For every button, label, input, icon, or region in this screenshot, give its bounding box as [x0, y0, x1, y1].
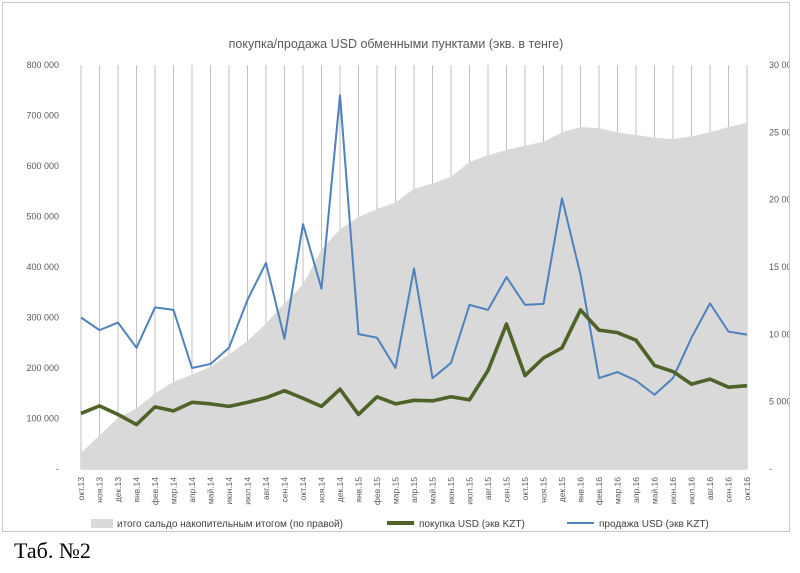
y-left-tick-label: 100 000: [26, 414, 59, 424]
x-tick-label: апр.14: [187, 477, 197, 503]
x-tick-label: мар.15: [391, 477, 401, 504]
y-right-tick-label: 5 000: [769, 397, 789, 407]
y-right-tick-label: -: [769, 464, 772, 474]
y-right-tick-label: 20 000: [769, 195, 789, 205]
x-tick-label: июн.16: [668, 477, 678, 505]
x-tick-label: май.14: [206, 477, 216, 504]
y-left-tick-label: 800 000: [26, 60, 59, 70]
x-tick-label: ноя.15: [539, 477, 549, 503]
x-tick-label: фев.14: [150, 477, 160, 505]
y-left-tick-label: 500 000: [26, 212, 59, 222]
series-buy-usd-line: [80, 308, 748, 427]
x-tick-label: окт.14: [298, 477, 308, 501]
y-right-tick-label: 25 000: [769, 127, 789, 137]
x-tick-label: окт.13: [76, 477, 86, 501]
x-tick-label: дек.13: [113, 477, 123, 502]
x-tick-label: мар.16: [613, 477, 623, 504]
x-tick-label: авг.14: [261, 477, 271, 500]
chart-title: покупка/продажа USD обменными пунктами (…: [229, 37, 564, 51]
y-left-tick-label: 700 000: [26, 111, 59, 121]
series-cumulative-balance-area: [81, 122, 747, 469]
x-tick-label: ноя.14: [317, 477, 327, 503]
x-tick-label: сен.15: [502, 477, 512, 503]
x-tick-label: апр.16: [631, 477, 641, 503]
x-tick-label: янв.15: [354, 477, 364, 503]
y-left-tick-label: 300 000: [26, 313, 59, 323]
x-tick-label: авг.16: [705, 477, 715, 500]
legend-area-swatch: [91, 519, 113, 528]
x-tick-label: июн.15: [446, 477, 456, 505]
y-left-tick-label: 600 000: [26, 161, 59, 171]
x-tick-label: авг.15: [483, 477, 493, 500]
x-tick-label: фев.16: [594, 477, 604, 505]
table-caption: Таб. №2: [14, 538, 91, 563]
y-right-tick-label: 30 000: [769, 60, 789, 70]
legend-buy-label: покупка USD (экв KZT): [419, 519, 525, 530]
x-tick-label: дек.15: [557, 477, 567, 502]
x-tick-label: май.16: [650, 477, 660, 504]
legend-sell-label: продажа USD (экв KZT): [599, 519, 709, 530]
x-tick-label: сен.14: [280, 477, 290, 503]
x-tick-label: окт.15: [520, 477, 530, 501]
x-tick-label: янв.16: [576, 477, 586, 503]
chart-svg: покупка/продажа USD обменными пунктами (…: [26, 37, 789, 530]
series-sell-usd-line: [80, 94, 748, 396]
x-tick-label: фев.15: [372, 477, 382, 505]
y-right-tick-label: 10 000: [769, 329, 789, 339]
legend-area-label: итого сальдо накопительным итогом (по пр…: [117, 519, 343, 530]
x-tick-label: янв.14: [132, 477, 142, 503]
x-tick-label: июн.14: [224, 477, 234, 505]
y-left-tick-label: 200 000: [26, 363, 59, 373]
x-tick-label: сен.16: [724, 477, 734, 503]
x-tick-label: ноя.13: [95, 477, 105, 503]
x-tick-label: май.15: [428, 477, 438, 504]
y-right-tick-label: 15 000: [769, 262, 789, 272]
x-tick-label: июл.15: [465, 477, 475, 505]
x-tick-label: мар.14: [169, 477, 179, 504]
x-tick-label: дек.14: [335, 477, 345, 502]
x-tick-label: июл.16: [687, 477, 697, 505]
y-left-tick-label: 400 000: [26, 262, 59, 272]
x-tick-label: июл.14: [243, 477, 253, 505]
x-tick-label: апр.15: [409, 477, 419, 503]
x-tick-label: окт.16: [742, 477, 752, 501]
chart-frame: покупка/продажа USD обменными пунктами (…: [2, 2, 790, 532]
y-left-tick-label: -: [56, 464, 59, 474]
